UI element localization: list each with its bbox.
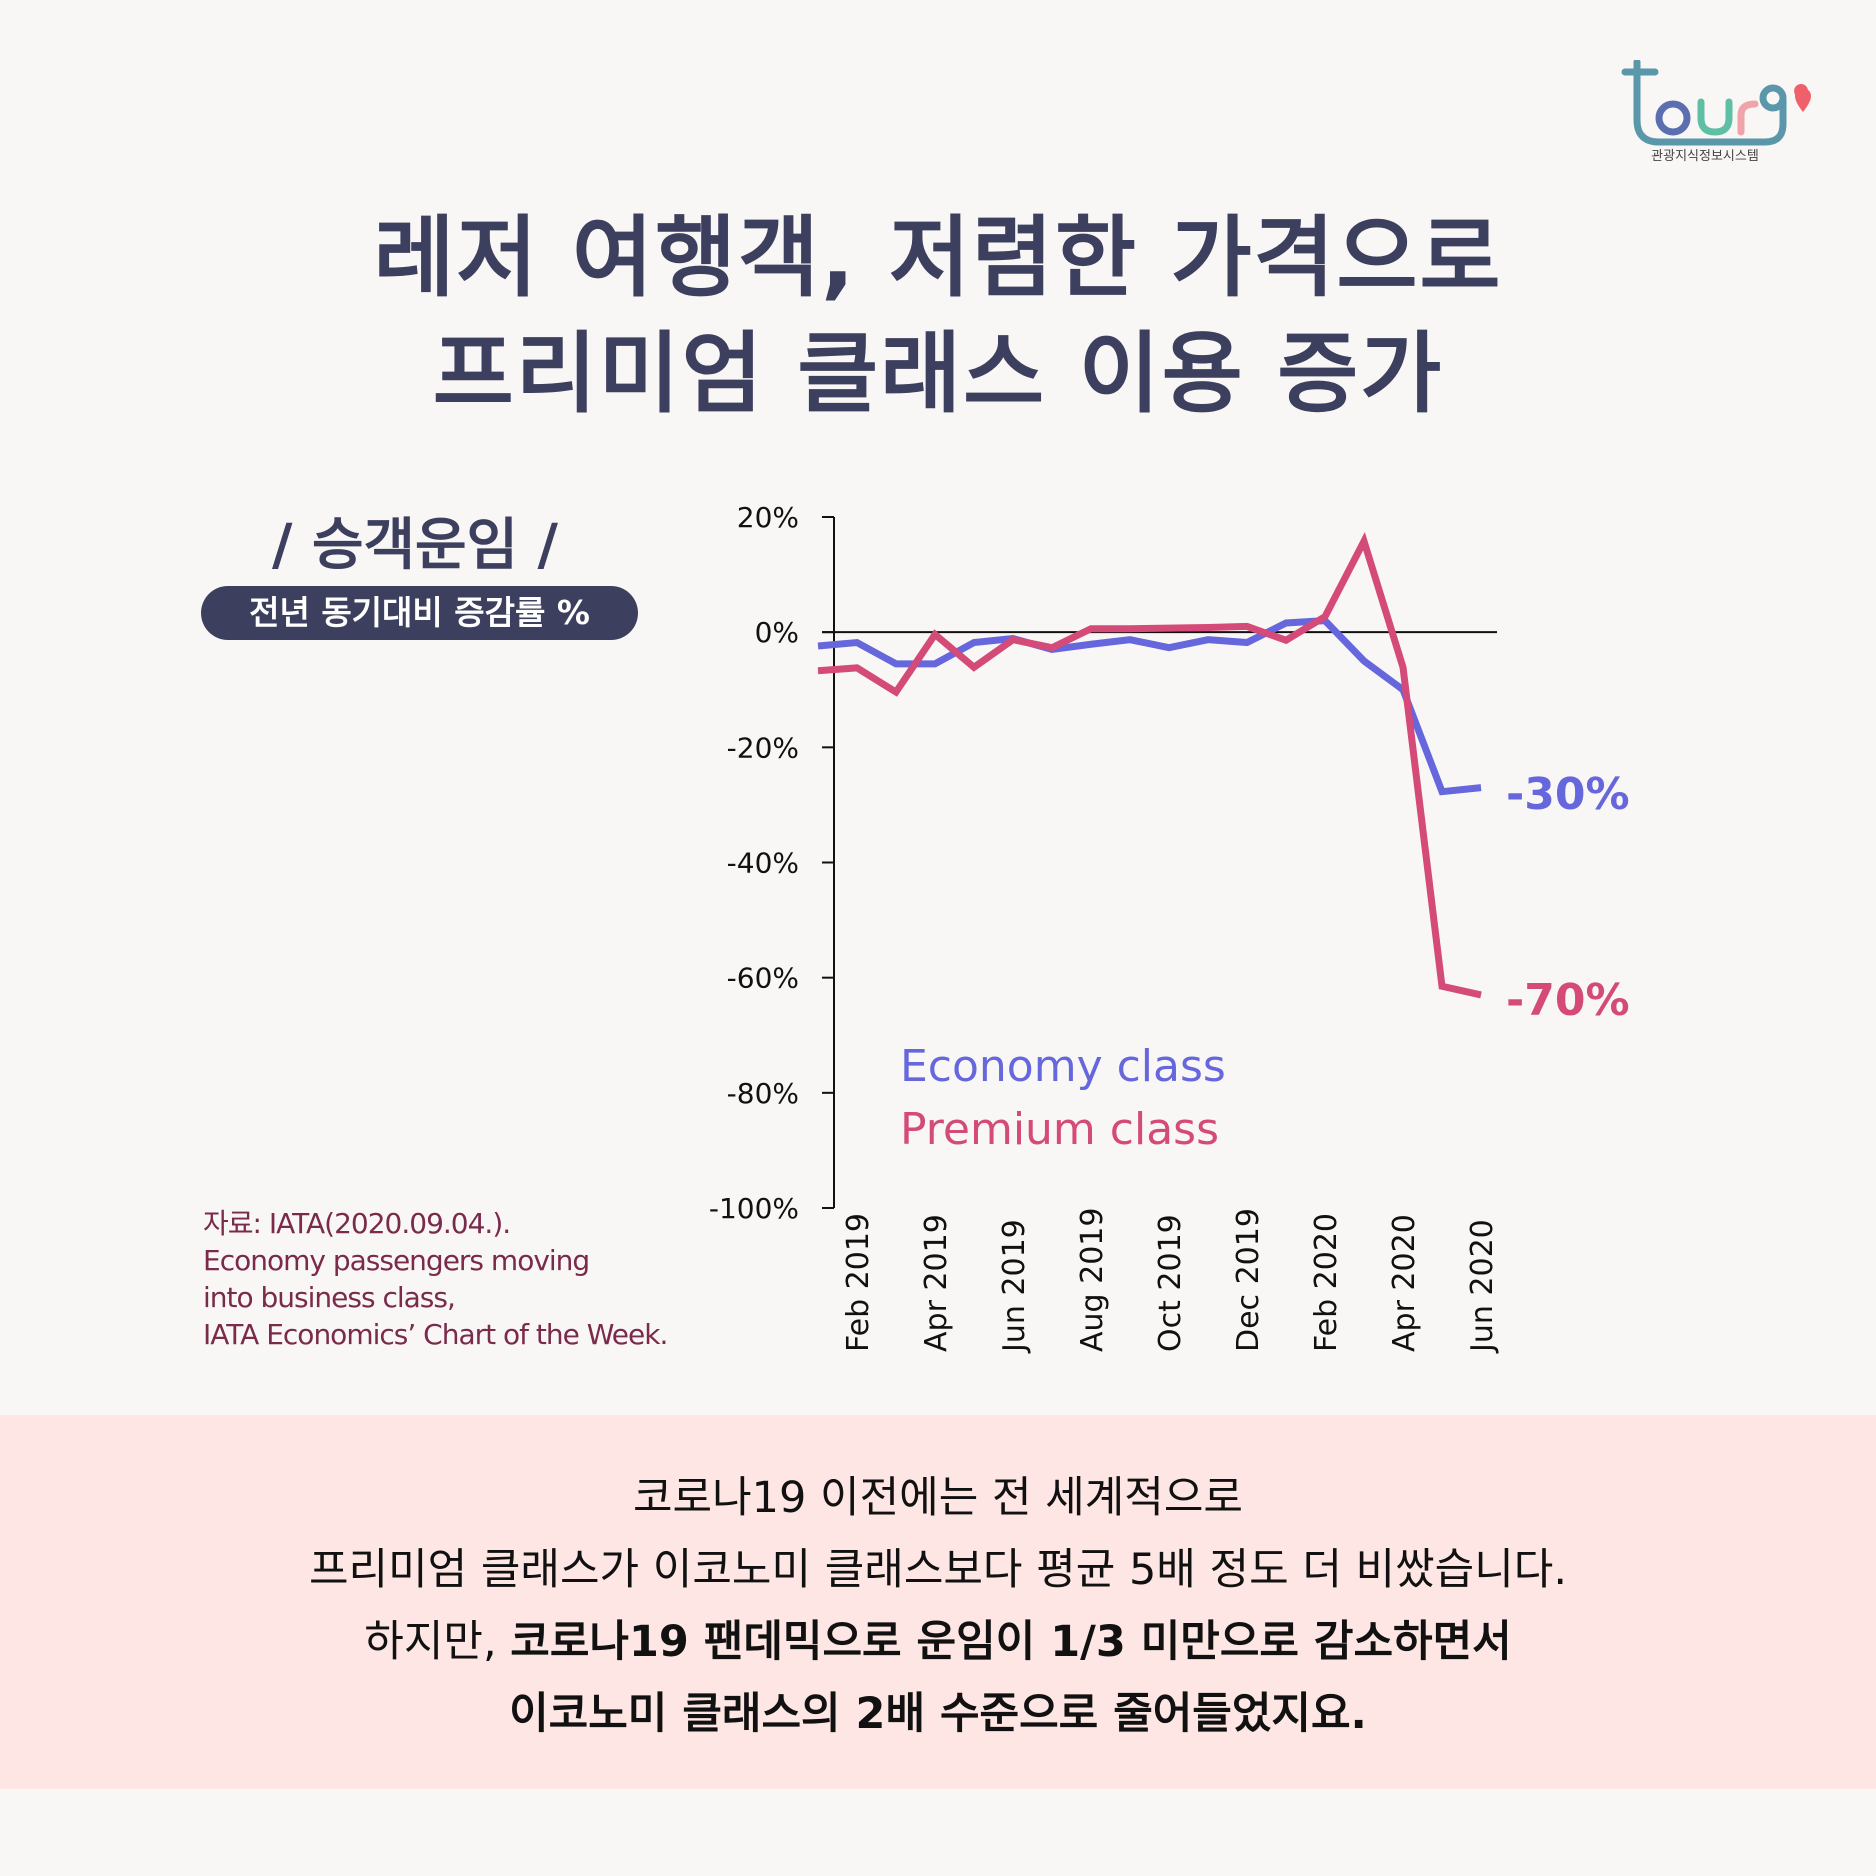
source-note: 자료: IATA(2020.09.04.). Economy passenger… [203, 1205, 668, 1353]
summary-text-bold: 이코노미 클래스의 2배 수준으로 줄어들었지요. [509, 1689, 1367, 1739]
y-tick-label: -40% [727, 847, 799, 880]
y-tick-label: -80% [727, 1077, 799, 1110]
summary-text-bold: 코로나19 팬데믹으로 운임이 1/3 미만으로 감소하면서 [510, 1617, 1512, 1667]
source-line: 자료: IATA(2020.09.04.). [203, 1207, 511, 1240]
y-tick-label: -100% [709, 1192, 799, 1225]
end-value-label: -70% [1506, 975, 1630, 1026]
legend-entry: Premium class [900, 1104, 1219, 1155]
series-line-premium [817, 531, 1482, 999]
summary-line: 프리미엄 클래스가 이코노미 클래스보다 평균 5배 정도 더 비쌌습니다. [308, 1545, 1568, 1595]
x-tick-label: Jun 2020 [1465, 1219, 1500, 1354]
y-tick-label: -60% [727, 962, 799, 995]
title-line-1: 레저 여행객, 저렴한 가격으로 [373, 206, 1503, 309]
page-title: 레저 여행객, 저렴한 가격으로 프리미엄 클래스 이용 증가 [0, 200, 1876, 432]
summary-text-normal: 하지만, [364, 1617, 511, 1667]
x-tick-label: Feb 2019 [841, 1213, 876, 1352]
summary-band [0, 1415, 1876, 1789]
end-value-label: -30% [1506, 769, 1630, 820]
logo-subtitle: 관광지식정보시스템 [1651, 149, 1759, 164]
section-label: / 승객운임 / [272, 513, 558, 578]
tour9-logo [1615, 58, 1815, 170]
x-tick-label: Apr 2019 [919, 1214, 954, 1352]
y-tick-label: -20% [727, 731, 799, 764]
y-tick-label: 0% [755, 616, 799, 649]
source-line: Economy passengers moving [203, 1244, 590, 1277]
legend-entry: Economy class [900, 1041, 1226, 1092]
title-line-2: 프리미엄 클래스 이용 증가 [432, 322, 1444, 425]
summary-line: 하지만, 코로나19 팬데믹으로 운임이 1/3 미만으로 감소하면서 [0, 1606, 1876, 1678]
source-line: IATA Economics’ Chart of the Week. [203, 1318, 668, 1351]
x-tick-label: Oct 2019 [1153, 1214, 1188, 1352]
unit-badge: 전년 동기대비 증감률 % [201, 586, 638, 640]
x-tick-label: Feb 2020 [1309, 1213, 1344, 1352]
summary-line: 이코노미 클래스의 2배 수준으로 줄어들었지요. [0, 1678, 1876, 1750]
series-line-economy [817, 617, 1482, 796]
source-line: into business class, [203, 1281, 456, 1314]
x-tick-label: Aug 2019 [1075, 1208, 1110, 1352]
x-tick-label: Dec 2019 [1231, 1208, 1266, 1352]
x-tick-label: Apr 2020 [1387, 1214, 1422, 1352]
line-chart: 20% 0% -20% -40% -60% -80% -100% Feb 2019 Apr 20… [709, 501, 1630, 1354]
summary-text: 코로나19 이전에는 전 세계적으로 프리미엄 클래스가 이코노미 클래스보다 … [0, 1462, 1876, 1750]
summary-line: 코로나19 이전에는 전 세계적으로 [632, 1473, 1243, 1523]
x-tick-label: Jun 2019 [997, 1219, 1032, 1354]
y-tick-label: 20% [737, 501, 799, 534]
